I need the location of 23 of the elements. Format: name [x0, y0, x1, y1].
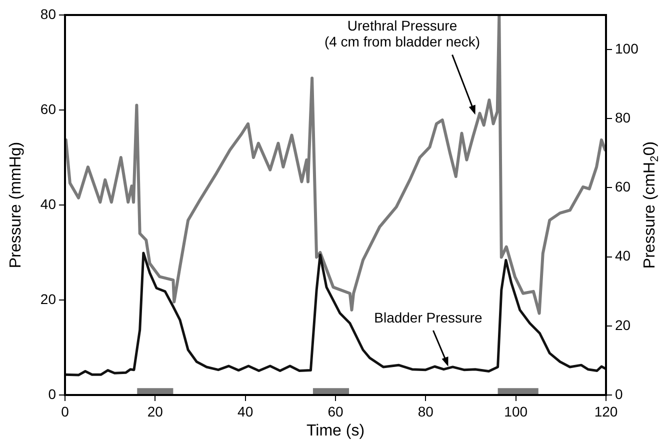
x-tick-label: 0: [61, 403, 70, 420]
x-tick-label: 60: [328, 403, 344, 420]
annotation: Urethral Pressure (4 cm from bladder neck): [324, 18, 480, 50]
y2-tick-label: 100: [615, 40, 639, 56]
x-axis-title: Time (s): [306, 422, 365, 440]
x-tick-label: 20: [147, 403, 164, 420]
y-tick-label: 80: [40, 6, 56, 22]
y-tick-label: 40: [40, 196, 56, 212]
y-tick-label: 0: [48, 386, 56, 402]
x-tick-label: 100: [504, 403, 528, 420]
x-tick-label: 40: [238, 403, 254, 420]
y-tick-label: 20: [40, 290, 56, 307]
y2-tick-label: 0: [615, 386, 623, 402]
y2-axis-title: Pressure (cmH20): [641, 141, 661, 269]
y2-tick-label: 80: [615, 109, 631, 126]
x-tick-label: 80: [418, 403, 434, 420]
y2-tick-label: 20: [615, 316, 631, 333]
annotation: Bladder Pressure: [374, 309, 482, 326]
y2-tick-label: 40: [615, 248, 631, 264]
x-tick-label: 120: [594, 403, 618, 420]
y2-tick-label: 60: [615, 178, 631, 195]
y-tick-label: 60: [40, 100, 56, 117]
y-axis-title: Pressure (mmHg): [7, 142, 24, 268]
